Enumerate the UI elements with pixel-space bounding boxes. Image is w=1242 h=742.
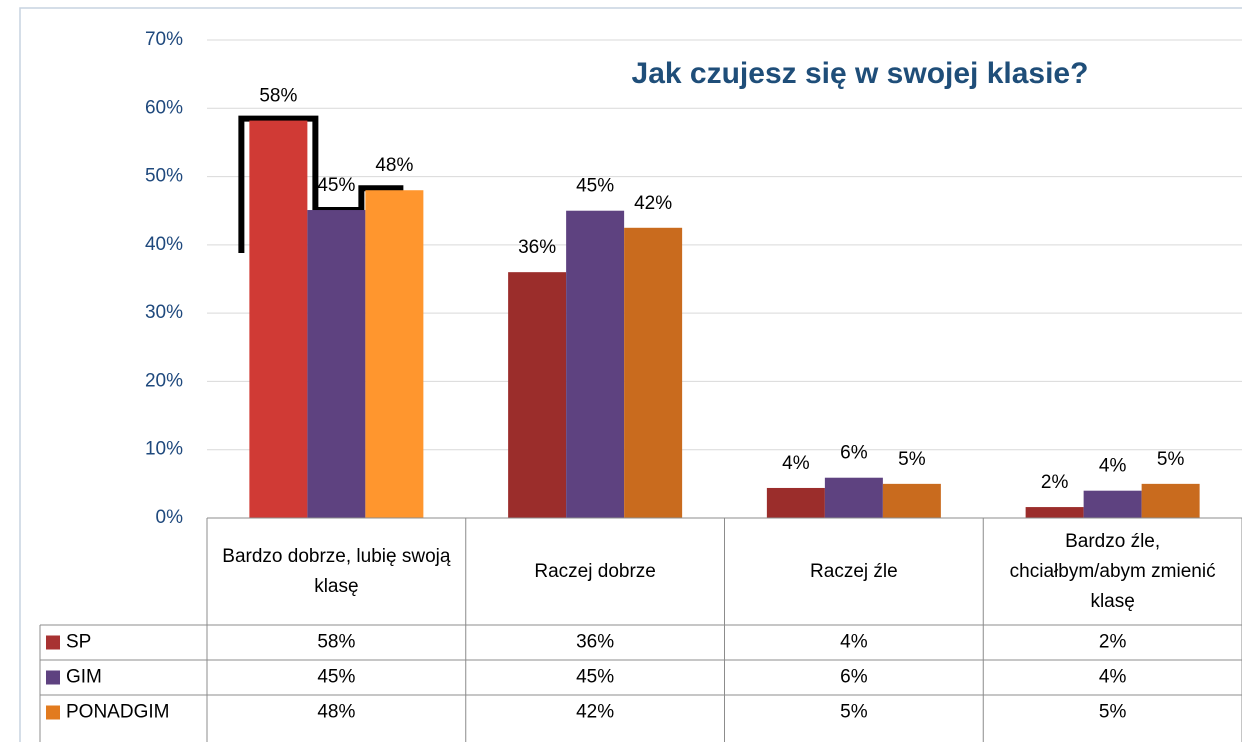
table-cell: 4%: [840, 632, 868, 653]
y-tick-label: 40%: [145, 234, 183, 255]
table-cell: 5%: [1099, 702, 1127, 723]
table-cell: 45%: [317, 667, 355, 688]
y-tick-label: 60%: [145, 97, 183, 118]
bar: [1141, 483, 1200, 518]
table-cell: 42%: [576, 702, 614, 723]
bar: [1083, 490, 1142, 518]
x-tick-label: Bardzo źle, chciałbym/abym zmienić klasę: [1009, 530, 1216, 612]
legend-label: GIM: [66, 667, 102, 688]
y-tick-label: 50%: [145, 166, 183, 187]
data-label: 2%: [1041, 472, 1069, 493]
legend-swatch: [46, 670, 60, 685]
data-label: 4%: [782, 453, 810, 474]
legend-swatch: [46, 635, 60, 650]
category-cell: Raczej źle: [810, 560, 898, 582]
bar: [624, 227, 683, 519]
chart-title: Jak czujesz się w swojej klasie?: [632, 57, 1089, 90]
chart-border: [19, 7, 1242, 742]
table-cell: 45%: [576, 667, 614, 688]
bar: [766, 487, 825, 518]
category-cell: Bardzo dobrze, lubię swoją klasę: [222, 545, 451, 597]
bar: [566, 210, 625, 518]
y-tick-label: 10%: [145, 439, 183, 460]
data-label: 5%: [1157, 449, 1185, 470]
x-tick-label: Raczej dobrze: [534, 560, 656, 582]
bar: [249, 120, 308, 518]
legend-label: SP: [66, 632, 91, 653]
bar: [508, 272, 567, 518]
table-cell: 6%: [840, 667, 868, 688]
bar: [882, 483, 941, 518]
y-tick-label: 20%: [145, 370, 183, 391]
y-tick-label: 0%: [156, 507, 184, 528]
data-label: 42%: [634, 193, 672, 214]
data-label: 36%: [518, 237, 556, 258]
category-cell: Raczej dobrze: [534, 560, 656, 582]
table-cell: 2%: [1099, 632, 1127, 653]
x-tick-label: Raczej źle: [810, 560, 898, 582]
table-cell: 5%: [840, 702, 868, 723]
legend-label: PONADGIM: [66, 702, 169, 723]
table-cell: 58%: [317, 632, 355, 653]
highlight-outline: [238, 115, 404, 254]
data-label: 45%: [317, 175, 355, 196]
bar: [307, 210, 366, 518]
table-cell: 4%: [1099, 667, 1127, 688]
table-cell: 36%: [576, 632, 614, 653]
category-cell: Bardzo źle, chciałbym/abym zmienić klasę: [1009, 530, 1216, 612]
legend-swatch: [46, 705, 60, 720]
data-label: 5%: [898, 449, 926, 470]
y-tick-label: 70%: [145, 29, 183, 50]
y-tick-label: 30%: [145, 302, 183, 323]
bar: [365, 190, 424, 518]
bar: [1025, 507, 1084, 518]
data-label: 4%: [1099, 456, 1127, 477]
data-label: 48%: [375, 155, 413, 176]
data-label: 58%: [259, 86, 297, 107]
data-label: 6%: [840, 443, 868, 464]
data-label: 45%: [576, 176, 614, 197]
bar: [824, 477, 883, 518]
x-tick-label: Bardzo dobrze, lubię swoją klasę: [222, 545, 451, 597]
table-cell: 48%: [317, 702, 355, 723]
